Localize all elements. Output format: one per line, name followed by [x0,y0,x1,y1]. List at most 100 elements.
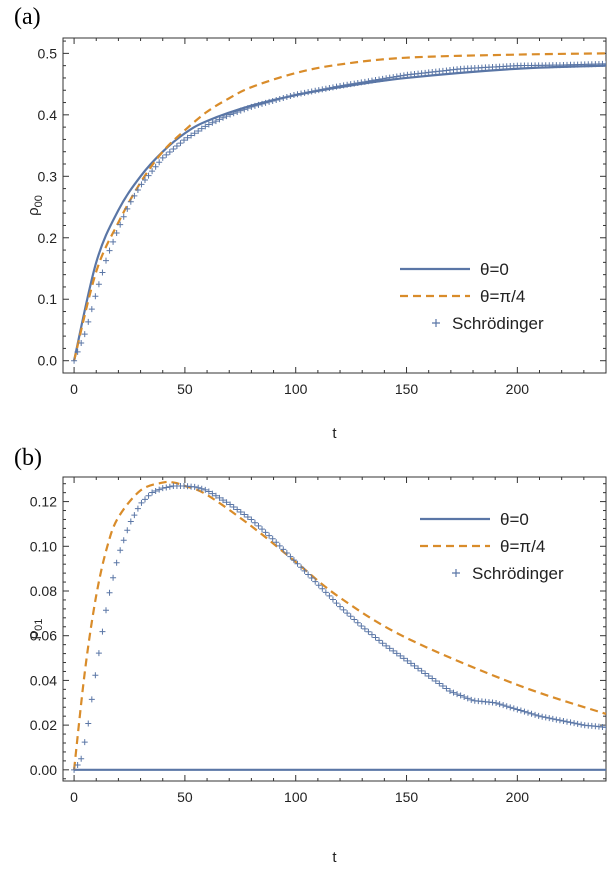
legend-label: θ=0 [480,260,509,279]
schrodinger-point [266,532,273,539]
schrodinger-point [120,537,127,544]
schrodinger-point [134,505,141,512]
schrodinger-point [127,198,134,205]
schrodinger-point [74,348,81,355]
schrodinger-point [287,93,294,100]
schrodinger-point [220,497,227,504]
schrodinger-point [173,143,180,150]
schrodinger-point [489,699,496,706]
schrodinger-point [280,546,287,553]
schrodinger-point [191,483,198,490]
schrodinger-point [234,506,241,513]
legend: θ=0 θ=π/4 Schrödinger [420,510,564,583]
schrodinger-point [521,708,528,715]
schrodinger-point [340,606,347,613]
legend-label: θ=π/4 [500,537,545,556]
x-tick-label: 100 [284,789,308,805]
schrodinger-point [209,119,216,126]
schrodinger-point [347,613,354,620]
schrodinger-point [376,76,383,83]
schrodinger-point [156,486,163,493]
schrodinger-point [390,647,397,654]
schrodinger-point [131,512,138,519]
schrodinger-point [117,547,124,554]
schrodinger-point [251,102,258,109]
schrodinger-point [159,485,166,492]
schrodinger-point [88,306,95,313]
schrodinger-point [227,111,234,118]
y-tick-label: 0.02 [30,717,57,733]
y-tick-label: 0.08 [30,583,57,599]
schrodinger-point [106,247,113,254]
y-axis-label: ρ00 [25,195,45,216]
schrodinger-point [198,485,205,492]
schrodinger-point [329,596,336,603]
schrodinger-point [248,516,255,523]
legend-label: Schrödinger [472,564,564,583]
schrodinger-point [567,719,574,726]
schrodinger-point [514,706,521,713]
schrodinger-point [351,80,358,87]
schrodinger-point [81,331,88,338]
schrodinger-point [500,702,507,709]
schrodinger-point [379,75,386,82]
schrodinger-point [266,98,273,105]
schrodinger-point [102,607,109,614]
schrodinger-point [404,657,411,664]
schrodinger-point [92,293,99,300]
schrodinger-point [85,318,92,325]
schrodinger-point [457,692,464,699]
schrodinger-point [163,484,170,491]
schrodinger-point [110,238,117,245]
legend-label: θ=π/4 [480,287,525,306]
schrodinger-point [354,79,361,86]
schrodinger-point [383,642,390,649]
schrodinger-point [454,691,461,698]
schrodinger-point [298,564,305,571]
schrodinger-point [315,582,322,589]
schrodinger-point [220,114,227,121]
y-tick-label: 0.0 [38,353,58,369]
schrodinger-point [276,542,283,549]
schrodinger-point [400,655,407,662]
schrodinger-point [159,154,166,161]
legend-label: θ=0 [500,510,529,529]
schrodinger-point [131,192,138,199]
schrodinger-point [603,60,606,67]
schrodinger-point [333,83,340,90]
x-tick-label: 100 [284,381,308,397]
x-tick-label: 150 [395,381,419,397]
schrodinger-point [290,557,297,564]
schrodinger-point [127,518,134,525]
y-tick-label: 0.04 [30,672,57,688]
schrodinger-point [71,766,78,773]
schrodinger-point [170,146,177,153]
schrodinger-point [361,78,368,85]
schrodinger-point [216,494,223,501]
y-tick-label: 0.12 [30,494,57,510]
schrodinger-point [450,689,457,696]
plot-area [71,480,606,773]
schrodinger-point [397,72,404,79]
schrodinger-point [156,159,163,166]
schrodinger-point [319,585,326,592]
schrodinger-point [251,519,258,526]
schrodinger-point [74,762,81,769]
schrodinger-point [95,281,102,288]
schrodinger-point [85,720,92,727]
schrodinger-point [390,74,397,81]
schrodinger-point [354,619,361,626]
schrodinger-point [273,539,280,546]
schrodinger-point [283,550,290,556]
schrodinger-point [209,490,216,497]
schrodinger-point [386,74,393,81]
schrodinger-point [205,488,212,495]
schrodinger-point [223,113,230,120]
schrodinger-point [78,755,85,762]
schrodinger-point [177,140,184,147]
schrodinger-point [230,110,237,117]
schrodinger-point [439,682,446,689]
y-tick-label: 0.00 [30,762,57,778]
y-axis-label: ρ01 [25,619,45,640]
schrodinger-point [337,82,344,89]
